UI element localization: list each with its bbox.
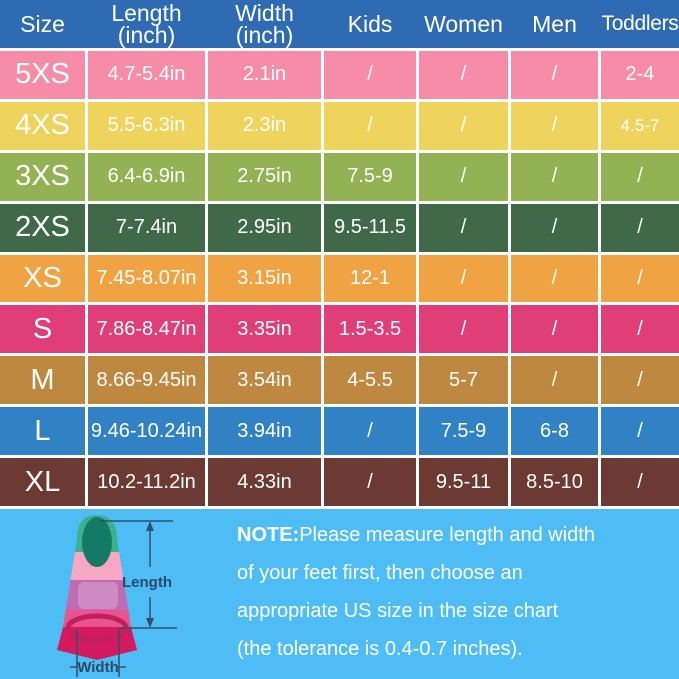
header-width: Width (inch) <box>235 0 294 48</box>
cell-size: 4XS <box>0 101 85 150</box>
table-row: XL 10.2-11.2in 4.33in/9.5-11 8.5-10/ <box>0 458 679 506</box>
cell-size: 2XS <box>0 203 85 252</box>
header-size: Size <box>20 11 65 37</box>
cell-width: 4.33in <box>208 458 321 506</box>
table-row: 4XS 5.5-6.3in 2.3in / //4.5-7 <box>0 101 679 150</box>
table-row: 3XS 6.4-6.9in 2.75in 7.5-9// / <box>0 152 679 201</box>
width-dimension-lines <box>70 630 126 677</box>
cell-kids: / <box>324 101 416 150</box>
cell-women: / <box>419 152 508 201</box>
table-body: 5XS 4.7-5.4in 2.1in / //2-4 4XS 5.5-6.3in 2.3in… <box>0 48 679 506</box>
header-women: Women <box>424 11 503 37</box>
cell-toddlers: / <box>601 254 679 303</box>
cell-women: / <box>419 51 508 99</box>
cell-size: 3XS <box>0 152 85 201</box>
header-length: Length (inch) <box>111 0 182 48</box>
cell-toddlers: / <box>601 356 679 405</box>
cell-width: 3.35in <box>208 305 321 354</box>
cell-length: 10.2-11.2in <box>88 458 205 506</box>
cell-toddlers: / <box>601 305 679 354</box>
cell-women: / <box>419 101 508 150</box>
cell-women: 9.5-11 <box>419 458 508 506</box>
cell-women: / <box>419 203 508 252</box>
cell-size: 5XS <box>0 51 85 99</box>
cell-kids: 7.5-9 <box>324 152 416 201</box>
cell-kids: / <box>324 458 416 506</box>
cell-size: XL <box>0 458 85 506</box>
table-row: M 8.66-9.45in 3.54in 4-5.5 5-7// <box>0 356 679 405</box>
length-arrow-up-icon <box>146 521 154 531</box>
cell-length: 6.4-6.9in <box>88 152 205 201</box>
cell-men: / <box>511 152 598 201</box>
cell-kids: / <box>324 407 416 456</box>
table-row: 5XS 4.7-5.4in 2.1in / //2-4 <box>0 51 679 99</box>
cell-men: / <box>511 356 598 405</box>
cell-length: 8.66-9.45in <box>88 356 205 405</box>
cell-width: 3.94in <box>208 407 321 456</box>
note-line: (the tolerance is 0.4-0.7 inches). <box>237 638 523 660</box>
header-men: Men <box>532 11 577 37</box>
header-kids: Kids <box>347 11 393 37</box>
cell-width: 2.3in <box>208 101 321 150</box>
cell-length: 7-7.4in <box>88 203 205 252</box>
footer-note-section: Length Width NOTE:Please measure length … <box>0 506 679 679</box>
cell-kids: 9.5-11.5 <box>324 203 416 252</box>
cell-toddlers: / <box>601 152 679 201</box>
swim-fin-diagram: Length Width <box>57 515 177 677</box>
cell-women: / <box>419 254 508 303</box>
fin-body <box>63 515 131 627</box>
cell-width: 2.75in <box>208 152 321 201</box>
note-text: NOTE:Please measure length and width of … <box>237 516 672 668</box>
cell-women: 5-7 <box>419 356 508 405</box>
cell-length: 9.46-10.24in <box>88 407 205 456</box>
note-line: NOTE:Please measure length and width <box>237 524 595 546</box>
cell-men: / <box>511 101 598 150</box>
width-label: Width <box>77 659 119 676</box>
cell-width: 2.1in <box>208 51 321 99</box>
cell-men: / <box>511 254 598 303</box>
cell-men: / <box>511 305 598 354</box>
length-dimension-lines <box>100 520 177 629</box>
length-label: Length <box>122 574 172 591</box>
cell-length: 7.45-8.07in <box>88 254 205 303</box>
note-prefix: NOTE: <box>237 524 300 546</box>
cell-women: 7.5-9 <box>419 407 508 456</box>
cell-women: / <box>419 305 508 354</box>
cell-kids: / <box>324 51 416 99</box>
header-toddlers: Toddlers <box>601 12 679 35</box>
cell-men: 8.5-10 <box>511 458 598 506</box>
cell-toddlers: 4.5-7 <box>601 101 679 150</box>
note-line: appropriate US size in the size chart <box>237 600 559 622</box>
cell-length: 5.5-6.3in <box>88 101 205 150</box>
cell-kids: 12-1 <box>324 254 416 303</box>
table-row: 2XS 7-7.4in 2.95in 9.5-11.5// / <box>0 203 679 252</box>
cell-toddlers: / <box>601 203 679 252</box>
cell-width: 2.95in <box>208 203 321 252</box>
table-row: S 7.86-8.47in 3.35in 1.5-3.5// / <box>0 305 679 354</box>
cell-size: S <box>0 305 85 354</box>
cell-length: 7.86-8.47in <box>88 305 205 354</box>
table-row: L 9.46-10.24in 3.94in/7.5-9 6-8/ <box>0 407 679 456</box>
cell-width: 3.15in <box>208 254 321 303</box>
cell-toddlers: / <box>601 458 679 506</box>
cell-kids: 4-5.5 <box>324 356 416 405</box>
cell-toddlers: 2-4 <box>601 51 679 99</box>
cell-length: 4.7-5.4in <box>88 51 205 99</box>
cell-size: XS <box>0 254 85 303</box>
length-arrow-down-icon <box>146 618 154 628</box>
note-line: of your feet first, then choose an <box>237 562 523 584</box>
cell-men: / <box>511 51 598 99</box>
fin-toe-opening <box>82 517 112 567</box>
fin-mauve-patch <box>78 582 118 609</box>
cell-toddlers: / <box>601 407 679 456</box>
cell-men: 6-8 <box>511 407 598 456</box>
cell-men: / <box>511 203 598 252</box>
table-header-row: Size Length (inch) Width (inch) Kids Wom… <box>0 0 679 48</box>
cell-size: L <box>0 407 85 456</box>
cell-kids: 1.5-3.5 <box>324 305 416 354</box>
cell-size: M <box>0 356 85 405</box>
table-row: XS 7.45-8.07in 3.15in 12-1// / <box>0 254 679 303</box>
cell-width: 3.54in <box>208 356 321 405</box>
